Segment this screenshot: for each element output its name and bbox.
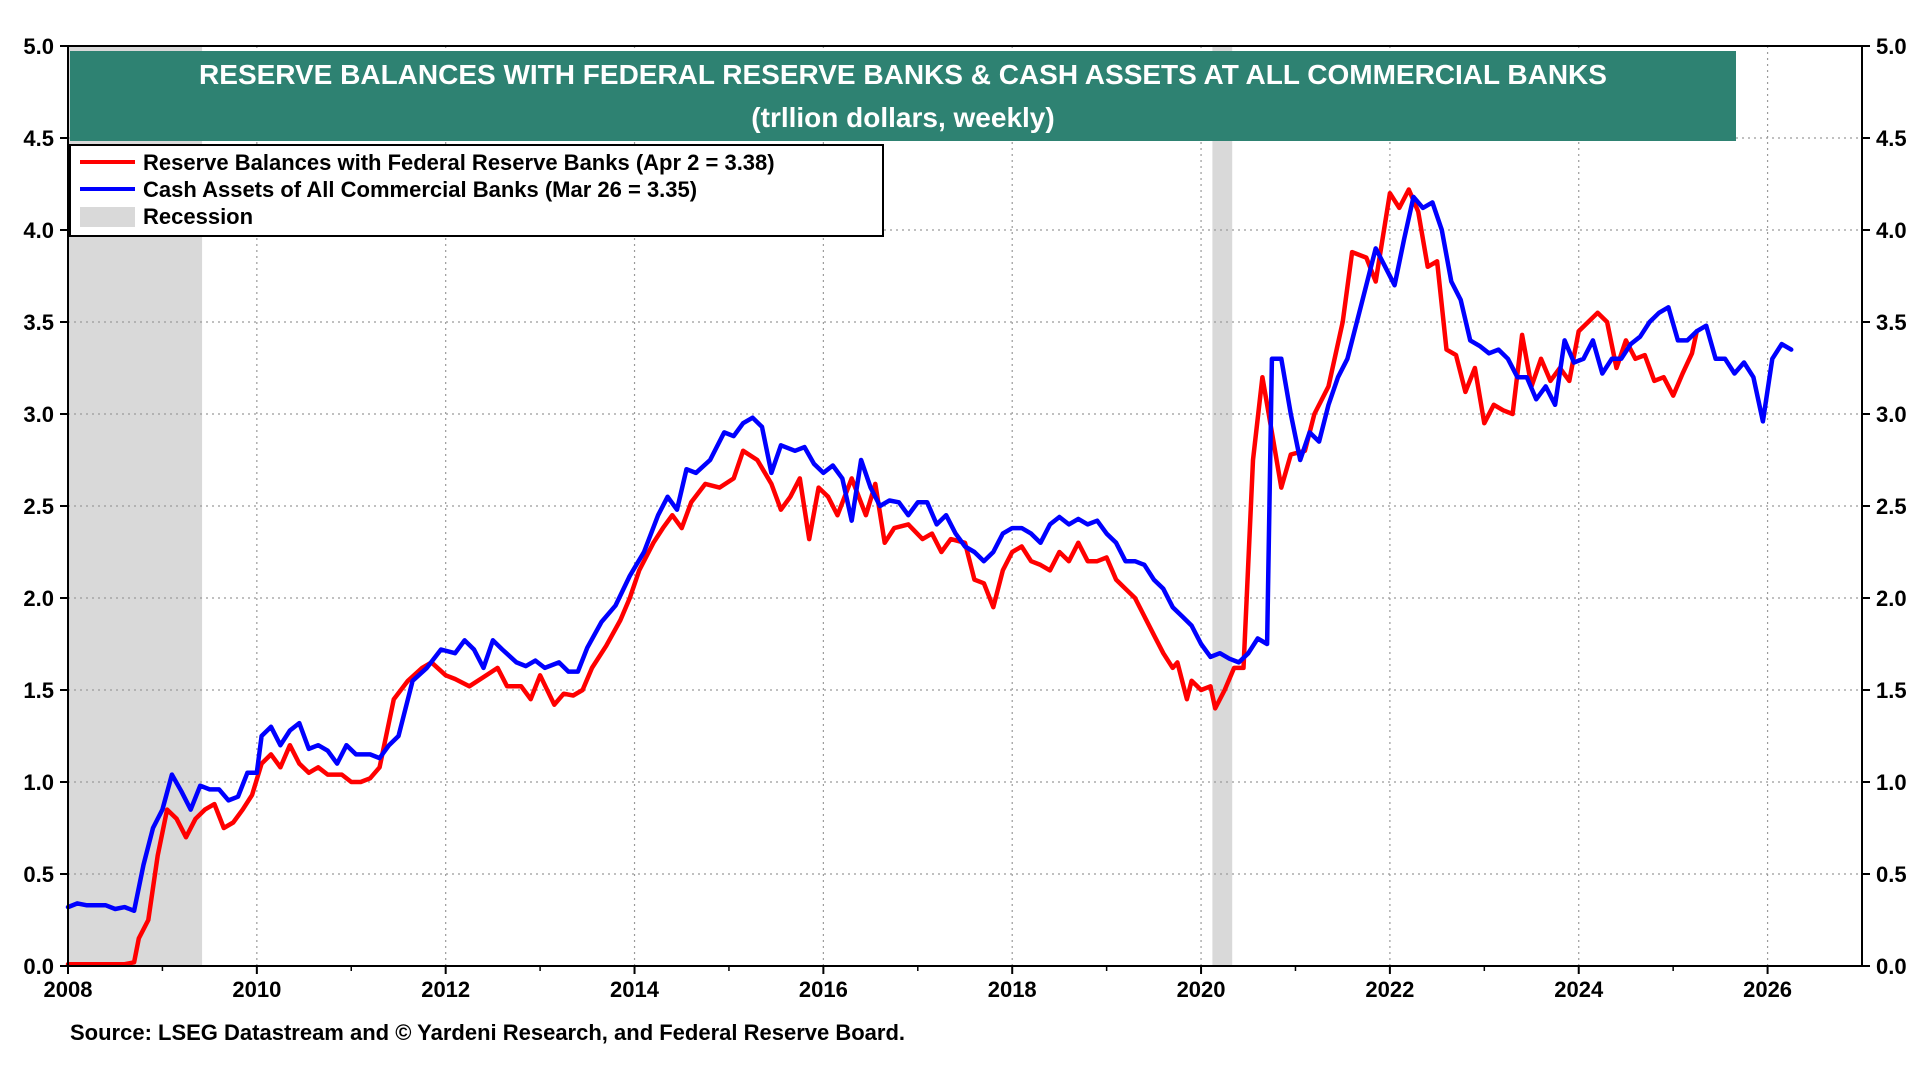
source-note: Source: LSEG Datastream and © Yardeni Re… [70, 1020, 905, 1045]
x-tick-label-9: 2026 [1743, 977, 1792, 1002]
y-tick-label-right-5: 2.5 [1876, 494, 1907, 519]
x-tick-label-3: 2014 [610, 977, 660, 1002]
y-tick-label-left-2: 1.0 [23, 770, 54, 795]
legend-swatch-recession [80, 207, 135, 227]
axis-ticks: 0.0 0.0 0.5 0.5 1.0 1.0 1.5 1.5 2.0 2.0 2.5 2.5 3.0 3… [23, 34, 1906, 1002]
series-lines [65, 187, 1794, 967]
title-box: RESERVE BALANCES WITH FEDERAL RESERVE BA… [70, 51, 1736, 141]
x-tick-label-4: 2016 [799, 977, 848, 1002]
y-tick-label-right-1: 0.5 [1876, 862, 1907, 887]
chart-subtitle: (trllion dollars, weekly) [751, 102, 1054, 133]
y-tick-label-left-10: 5.0 [23, 34, 54, 59]
x-tick-label-6: 2020 [1177, 977, 1226, 1002]
x-tick-label-7: 2022 [1365, 977, 1414, 1002]
legend-box [69, 144, 884, 237]
series-line-cash-assets [65, 194, 1794, 914]
x-tick-label-1: 2010 [232, 977, 281, 1002]
series-line-reserve-balances [65, 187, 1700, 967]
x-tick-label-5: 2018 [988, 977, 1037, 1002]
x-tick-label-8: 2024 [1554, 977, 1604, 1002]
legend-label-cash-assets: Cash Assets of All Commercial Banks (Mar… [143, 177, 697, 202]
y-tick-label-right-9: 4.5 [1876, 126, 1907, 151]
y-tick-label-left-6: 3.0 [23, 402, 54, 427]
y-tick-label-right-8: 4.0 [1876, 218, 1907, 243]
y-tick-label-right-10: 5.0 [1876, 34, 1907, 59]
legend-label-reserve-balances: Reserve Balances with Federal Reserve Ba… [143, 150, 775, 175]
y-tick-label-left-5: 2.5 [23, 494, 54, 519]
y-tick-label-left-3: 1.5 [23, 678, 54, 703]
recession-band-1 [1212, 46, 1233, 966]
x-tick-label-0: 2008 [44, 977, 93, 1002]
y-tick-label-left-9: 4.5 [23, 126, 54, 151]
y-tick-label-right-0: 0.0 [1876, 954, 1907, 979]
y-tick-label-left-1: 0.5 [23, 862, 54, 887]
y-tick-label-left-8: 4.0 [23, 218, 54, 243]
y-tick-label-right-2: 1.0 [1876, 770, 1907, 795]
y-tick-label-right-7: 3.5 [1876, 310, 1907, 335]
x-tick-label-2: 2012 [421, 977, 470, 1002]
y-tick-label-left-4: 2.0 [23, 586, 54, 611]
y-tick-label-right-6: 3.0 [1876, 402, 1907, 427]
legend: Reserve Balances with Federal Reserve Ba… [69, 144, 884, 237]
y-tick-label-left-7: 3.5 [23, 310, 54, 335]
title-background [70, 51, 1736, 141]
y-tick-label-right-3: 1.5 [1876, 678, 1907, 703]
y-tick-label-left-0: 0.0 [23, 954, 54, 979]
legend-label-recession: Recession [143, 204, 253, 229]
chart-title: RESERVE BALANCES WITH FEDERAL RESERVE BA… [199, 59, 1607, 90]
y-tick-label-right-4: 2.0 [1876, 586, 1907, 611]
